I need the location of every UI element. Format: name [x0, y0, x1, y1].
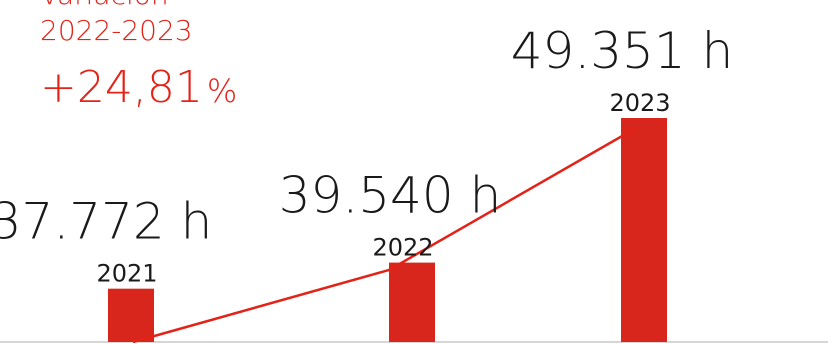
value-label-2023: 49.351 h — [511, 22, 734, 80]
variation-range: 2022-2023 — [40, 14, 193, 47]
year-label-2022: 2022 — [372, 234, 433, 262]
trend-line — [132, 126, 637, 344]
bar-2023 — [621, 118, 667, 342]
variation-value: +24,81% — [40, 64, 237, 121]
variation-panel: Variación 2022-2023 +24,81% — [40, 0, 300, 120]
bar-2022 — [389, 262, 435, 342]
variation-title: Variación — [40, 0, 169, 10]
value-label-2022: 39.540 h — [279, 167, 502, 225]
year-label-2023: 2023 — [609, 89, 670, 117]
variation-unit: % — [206, 72, 238, 110]
value-label-2021: 37.772 h — [0, 193, 212, 251]
year-label-2021: 2021 — [96, 260, 157, 288]
variation-number: +24,81 — [40, 62, 203, 113]
bar-2021 — [108, 288, 154, 342]
